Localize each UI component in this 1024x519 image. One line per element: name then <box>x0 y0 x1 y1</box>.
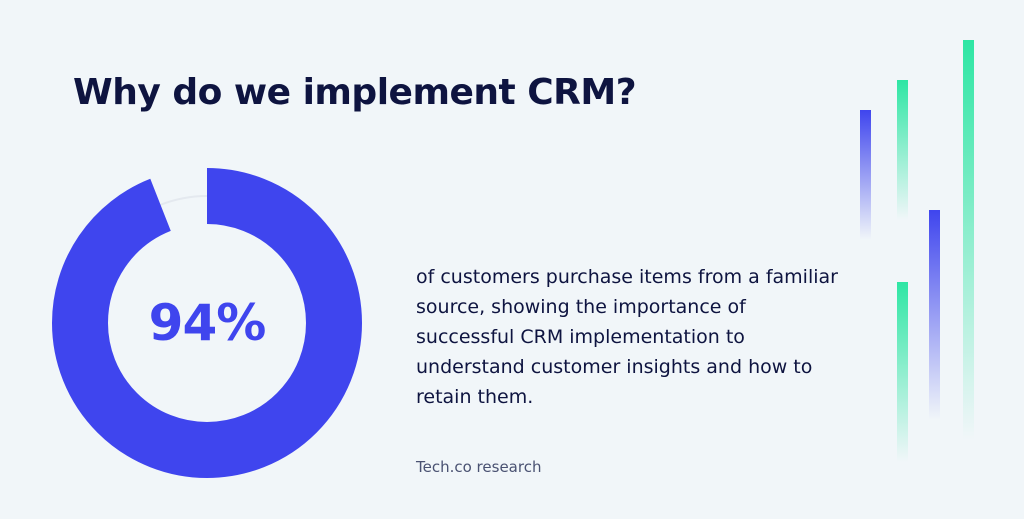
donut-svg <box>52 168 362 478</box>
source-label: Tech.co research <box>416 458 542 476</box>
stat-description: of customers purchase items from a famil… <box>416 266 838 408</box>
donut-chart: 94% <box>52 168 362 478</box>
page-title: Why do we implement CRM? <box>73 72 637 113</box>
deco-bar <box>897 80 908 220</box>
percent-value: 94% <box>148 294 267 352</box>
deco-bar <box>929 210 940 420</box>
deco-bar <box>897 282 908 462</box>
decorative-bars <box>860 40 974 462</box>
deco-bar <box>963 40 974 440</box>
deco-bar <box>860 110 871 240</box>
donut-slice <box>52 168 362 478</box>
